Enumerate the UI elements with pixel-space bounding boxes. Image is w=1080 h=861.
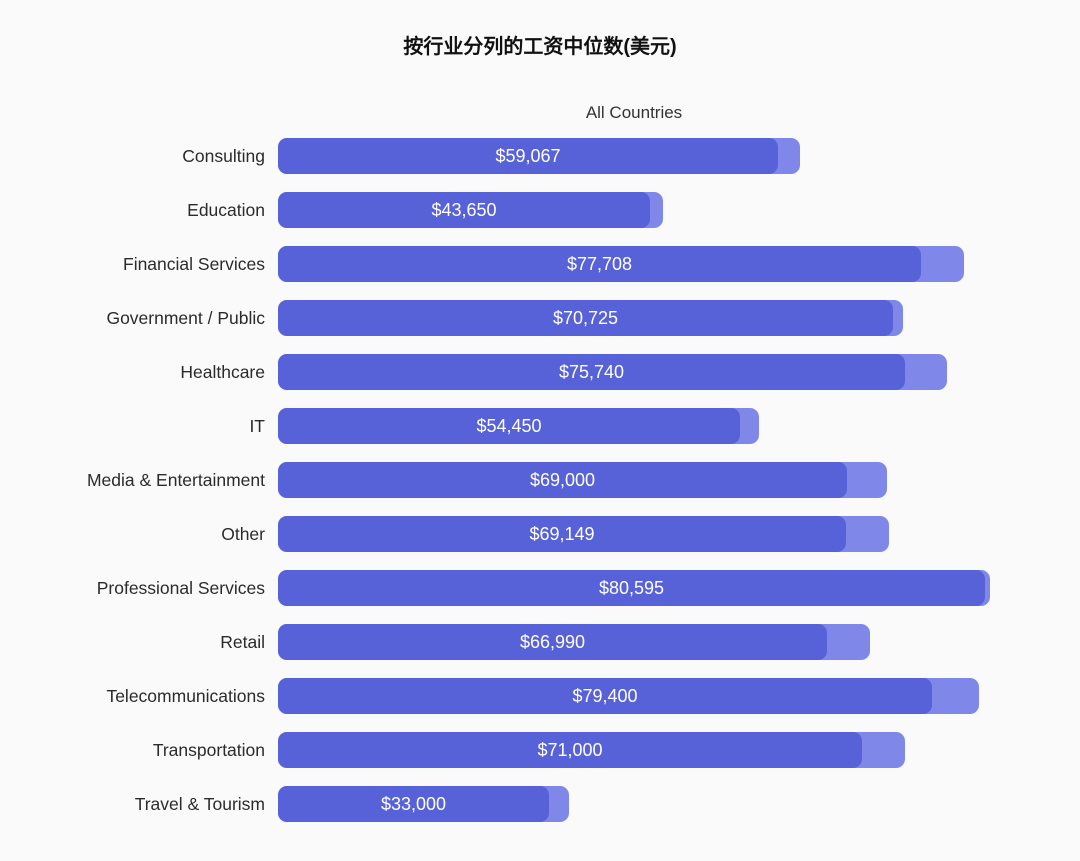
bar-value-label: $77,708 (566, 253, 633, 274)
bar-row: IT $54,450 (0, 399, 1080, 453)
bar-value-label: $80,595 (598, 577, 665, 598)
bar-dark: $71,000 (278, 732, 862, 768)
row-label: Telecommunications (106, 685, 265, 706)
bar-rows: Consulting $59,067 Education $43,650 Fin… (0, 129, 1080, 831)
bar-row: Financial Services $77,708 (0, 237, 1080, 291)
bar-dark: $43,650 (278, 192, 650, 228)
bar-dark: $69,000 (278, 462, 847, 498)
bar-light-tip[interactable]: $69,149 (278, 516, 889, 552)
bar-light-tip[interactable]: $69,000 (278, 462, 887, 498)
bar-value-label: $54,450 (476, 415, 542, 436)
row-label: IT (249, 415, 265, 436)
bar-row: Education $43,650 (0, 183, 1080, 237)
row-label: Transportation (152, 739, 265, 760)
bar-row: Transportation $71,000 (0, 723, 1080, 777)
row-label: Financial Services (123, 253, 265, 274)
bar-value-label: $43,650 (431, 199, 497, 220)
bar-dark: $33,000 (278, 786, 549, 822)
bar-dark: $54,450 (278, 408, 740, 444)
bar-value-label: $33,000 (380, 793, 447, 814)
bar-area: $70,725 (278, 300, 1080, 336)
row-label: Consulting (182, 145, 265, 166)
bar-dark: $77,708 (278, 246, 921, 282)
bar-area: $77,708 (278, 246, 1080, 282)
bar-value-label: $69,000 (529, 469, 596, 490)
bar-row: Other $69,149 (0, 507, 1080, 561)
bar-light-tip[interactable]: $80,595 (278, 570, 990, 606)
bar-row: Retail $66,990 (0, 615, 1080, 669)
bar-dark: $79,400 (278, 678, 932, 714)
bar-row: Professional Services $80,595 (0, 561, 1080, 615)
series-label: All Countries (585, 103, 683, 122)
bar-dark: $70,725 (278, 300, 893, 336)
bar-row: Telecommunications $79,400 (0, 669, 1080, 723)
bar-area: $59,067 (278, 138, 1080, 174)
bar-value-label: $75,740 (558, 361, 625, 382)
row-label: Travel & Tourism (134, 793, 265, 814)
row-label: Government / Public (106, 307, 265, 328)
bar-dark: $59,067 (278, 138, 778, 174)
bar-value-label: $79,400 (572, 685, 638, 706)
bar-area: $69,000 (278, 462, 1080, 498)
bar-dark: $66,990 (278, 624, 827, 660)
bar-light-tip[interactable]: $43,650 (278, 192, 663, 228)
bar-row: Media & Entertainment $69,000 (0, 453, 1080, 507)
bar-light-tip[interactable]: $54,450 (278, 408, 759, 444)
bar-area: $43,650 (278, 192, 1080, 228)
bar-dark: $80,595 (278, 570, 985, 606)
bar-value-label: $69,149 (529, 523, 595, 544)
bar-row: Travel & Tourism $33,000 (0, 777, 1080, 831)
bar-light-tip[interactable]: $66,990 (278, 624, 870, 660)
row-label: Healthcare (180, 361, 265, 382)
bar-light-tip[interactable]: $71,000 (278, 732, 905, 768)
bar-area: $79,400 (278, 678, 1080, 714)
bar-dark: $69,149 (278, 516, 846, 552)
bar-row: Healthcare $75,740 (0, 345, 1080, 399)
bar-row: Government / Public $70,725 (0, 291, 1080, 345)
row-label: Professional Services (96, 577, 265, 598)
bar-light-tip[interactable]: $33,000 (278, 786, 569, 822)
bar-light-tip[interactable]: $77,708 (278, 246, 964, 282)
bar-area: $69,149 (278, 516, 1080, 552)
bar-area: $54,450 (278, 408, 1080, 444)
bar-light-tip[interactable]: $59,067 (278, 138, 800, 174)
salary-bar-chart: 按行业分列的工资中位数(美元) All Countries Consulting… (0, 36, 1080, 831)
row-label: Other (221, 523, 265, 544)
row-label: Retail (220, 631, 265, 652)
bar-value-label: $70,725 (552, 307, 619, 328)
row-label: Media & Entertainment (86, 469, 265, 490)
bar-value-label: $71,000 (537, 739, 603, 760)
bar-area: $80,595 (278, 570, 1080, 606)
bar-row: Consulting $59,067 (0, 129, 1080, 183)
row-label: Education (187, 199, 265, 220)
bar-area: $33,000 (278, 786, 1080, 822)
bar-value-label: $66,990 (519, 631, 586, 652)
bar-value-label: $59,067 (495, 145, 561, 166)
bar-light-tip[interactable]: $70,725 (278, 300, 903, 336)
bar-light-tip[interactable]: $75,740 (278, 354, 947, 390)
bar-light-tip[interactable]: $79,400 (278, 678, 979, 714)
bar-area: $71,000 (278, 732, 1080, 768)
bar-area: $75,740 (278, 354, 1080, 390)
bar-area: $66,990 (278, 624, 1080, 660)
bar-dark: $75,740 (278, 354, 905, 390)
chart-title: 按行业分列的工资中位数(美元) (403, 36, 677, 58)
